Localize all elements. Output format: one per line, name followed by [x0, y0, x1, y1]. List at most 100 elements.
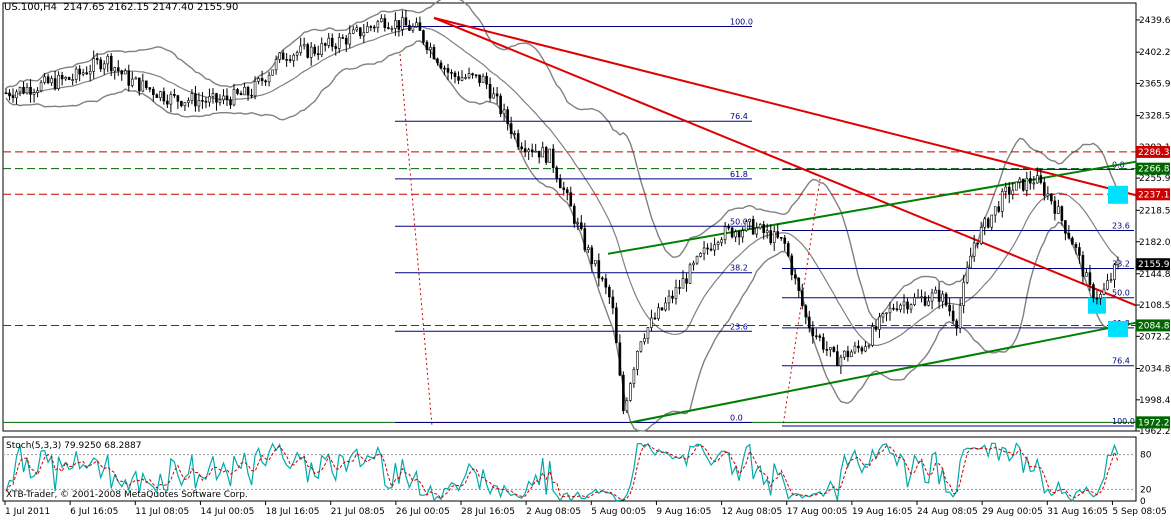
price-tag: 2237.10 — [1136, 188, 1171, 201]
candle-body — [250, 94, 253, 97]
bollinger-upper — [5, 0, 1119, 322]
time-tick-label: 12 Aug 08:05 — [722, 507, 783, 517]
candle-body — [1088, 272, 1092, 285]
candle-body — [467, 73, 471, 78]
candle-body — [860, 347, 864, 352]
price-tick-label: 2255.90 — [1139, 174, 1171, 184]
candle-body — [793, 274, 797, 279]
candle-body — [208, 96, 211, 103]
candle-body — [88, 71, 92, 75]
candle-body — [565, 189, 569, 193]
candle-body — [783, 237, 787, 244]
candle-body — [755, 227, 758, 235]
candle-body — [913, 297, 916, 305]
candle-body — [453, 72, 457, 77]
candle-body — [730, 227, 734, 238]
candle-body — [306, 44, 309, 58]
candle-body — [159, 91, 162, 98]
price-tag-label: 2266.88 — [1138, 165, 1171, 175]
candle-body — [71, 79, 74, 81]
candle-body — [369, 26, 373, 28]
price-tag-label: 2084.80 — [1138, 321, 1171, 331]
candle-body — [692, 262, 695, 266]
trendline-green-lower — [629, 321, 1137, 424]
candle-body — [1074, 244, 1078, 248]
candle-body — [327, 37, 331, 46]
time-tick-label: 29 Aug 00:05 — [982, 507, 1043, 517]
time-tick-label: 28 Jul 16:05 — [461, 507, 515, 517]
candle-body — [36, 90, 39, 93]
fib2-label: 76.4 — [1112, 357, 1130, 366]
candle-body — [906, 301, 909, 310]
candle-body — [986, 218, 990, 228]
candle-body — [853, 345, 857, 353]
candle-body — [344, 37, 348, 45]
candle-body — [180, 100, 183, 107]
candle-body — [337, 37, 341, 49]
candle-body — [264, 80, 267, 83]
candle-body — [383, 18, 387, 28]
candle-body — [460, 77, 464, 81]
candle-body — [355, 27, 359, 31]
candle-body — [836, 351, 839, 367]
symbol-label: US.100,H4 — [4, 2, 57, 13]
stoch-axis-label: 80 — [1140, 451, 1152, 461]
candle-body — [1032, 182, 1036, 185]
candle-body — [604, 278, 608, 288]
candle-body — [4, 92, 8, 95]
candle-body — [734, 231, 737, 238]
candle-body — [274, 59, 278, 71]
candle-body — [299, 45, 302, 53]
candle-body — [313, 46, 316, 54]
price-tag-box — [1136, 258, 1170, 271]
candle-body — [741, 230, 744, 238]
candle-body — [530, 149, 534, 153]
candle-body — [562, 187, 566, 190]
candle-body — [934, 289, 937, 294]
candle-body — [723, 226, 727, 241]
candle-body — [846, 350, 850, 358]
candle-body — [309, 46, 313, 58]
candle-body — [1025, 178, 1029, 191]
candle-body — [1085, 272, 1088, 277]
price-tick-label: 1998.40 — [1139, 396, 1171, 406]
candle-body — [162, 91, 166, 102]
candle-body — [380, 18, 383, 23]
price-tick-label: 2218.50 — [1139, 206, 1171, 216]
candle-body — [576, 222, 580, 225]
time-tick-label: 11 Jul 08:05 — [135, 507, 189, 517]
candle-body — [1095, 297, 1099, 300]
time-tick-label: 6 Jul 16:05 — [70, 507, 118, 517]
candle-body — [404, 17, 408, 26]
candle-body — [271, 69, 274, 76]
candle-body — [601, 277, 604, 280]
candle-body — [843, 350, 846, 358]
candle-body — [1021, 178, 1025, 191]
candle-body — [155, 94, 159, 98]
candle-body — [127, 70, 131, 86]
candle-body — [204, 100, 208, 103]
candle-body — [1053, 200, 1057, 214]
candle-body — [485, 75, 488, 85]
candle-body — [278, 52, 281, 60]
candle-body — [39, 82, 43, 91]
candle-body — [983, 218, 987, 228]
candle-body — [962, 281, 965, 306]
candle-body — [1029, 178, 1032, 184]
candle-body — [295, 52, 299, 56]
candle-body — [569, 192, 573, 207]
candle-body — [695, 256, 699, 264]
fib1-label: 61.8 — [730, 170, 748, 179]
candle-body — [358, 27, 362, 37]
trendline-red-1 — [433, 16, 1137, 197]
candle-body — [330, 37, 334, 47]
candle-body — [211, 93, 215, 97]
candle-body — [867, 345, 871, 347]
candle-body — [130, 78, 134, 86]
price-tag-box — [1136, 145, 1170, 158]
candle-body — [408, 24, 411, 31]
candle-body — [53, 78, 57, 89]
candle-body — [772, 231, 776, 243]
